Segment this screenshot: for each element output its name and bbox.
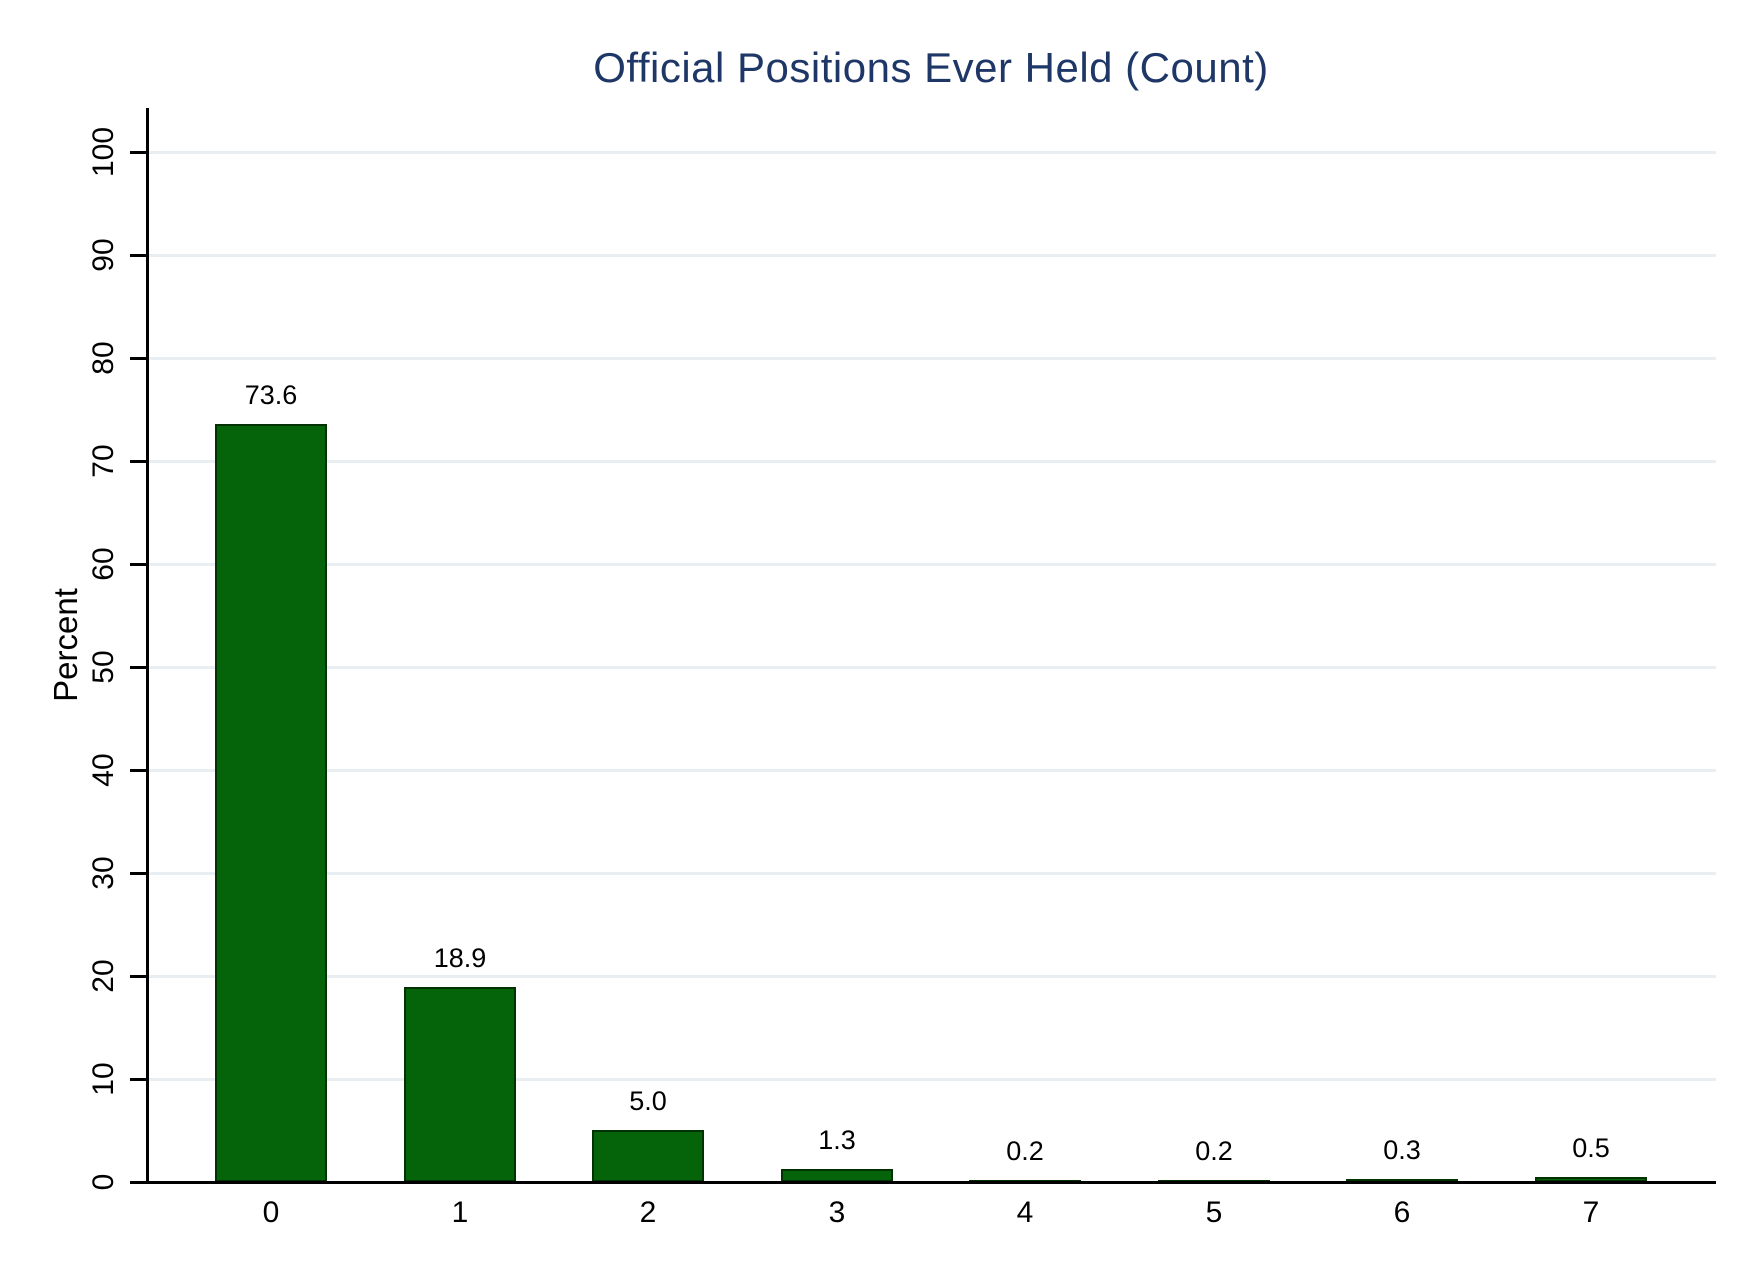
y-tick-label: 20 (87, 959, 120, 993)
y-tick-label: 40 (87, 753, 120, 787)
bar-2 (592, 1130, 704, 1182)
gridline (149, 975, 1716, 978)
x-tick-label: 7 (1582, 1196, 1600, 1229)
x-tick-label: 2 (639, 1196, 657, 1229)
x-tick-label: 4 (1016, 1196, 1034, 1229)
bar-value-label: 0.5 (1572, 1133, 1610, 1163)
x-tick-label: 1 (451, 1196, 469, 1229)
y-tick-mark (130, 1078, 148, 1081)
gridline (149, 460, 1716, 463)
y-tick-mark (130, 357, 148, 360)
y-tick-label: 100 (87, 126, 120, 178)
y-tick-label: 60 (87, 547, 120, 581)
bar-value-label: 0.2 (1195, 1136, 1233, 1166)
y-tick-mark (130, 769, 148, 772)
gridline (149, 872, 1716, 875)
y-tick-mark (130, 563, 148, 566)
bar-value-label: 73.6 (244, 380, 298, 410)
x-tick-label: 6 (1393, 1196, 1411, 1229)
y-tick-label: 50 (87, 650, 120, 684)
y-tick-mark (130, 151, 148, 154)
y-axis-line (146, 108, 149, 1184)
y-tick-mark (130, 872, 148, 875)
y-tick-mark (130, 254, 148, 257)
y-tick-label: 30 (87, 856, 120, 890)
bar-value-label: 5.0 (629, 1086, 667, 1116)
gridline (149, 563, 1716, 566)
y-tick-mark (130, 460, 148, 463)
y-tick-label: 0 (87, 1173, 120, 1191)
bar-value-label: 0.3 (1383, 1135, 1421, 1165)
x-tick-label: 0 (262, 1196, 280, 1229)
y-tick-mark (130, 666, 148, 669)
y-tick-label: 70 (87, 444, 120, 478)
gridline (149, 151, 1716, 154)
gridline (149, 254, 1716, 257)
gridline (149, 666, 1716, 669)
gridline (149, 1078, 1716, 1081)
y-tick-label: 80 (87, 341, 120, 375)
y-axis-label: Percent (47, 588, 84, 702)
gridline (149, 357, 1716, 360)
x-tick-label: 3 (828, 1196, 846, 1229)
x-axis-line (130, 1181, 1716, 1184)
bar-0 (215, 424, 327, 1182)
bar-1 (404, 987, 516, 1182)
bar-value-label: 0.2 (1006, 1136, 1044, 1166)
bar-value-label: 1.3 (818, 1125, 856, 1155)
chart-title: Official Positions Ever Held (Count) (593, 44, 1269, 91)
gridline (149, 769, 1716, 772)
y-tick-mark (130, 975, 148, 978)
x-tick-label: 5 (1205, 1196, 1223, 1229)
y-tick-label: 90 (87, 238, 120, 272)
bar-value-label: 18.9 (433, 943, 487, 973)
y-tick-label: 10 (87, 1062, 120, 1096)
y-tick-mark (130, 1181, 148, 1184)
